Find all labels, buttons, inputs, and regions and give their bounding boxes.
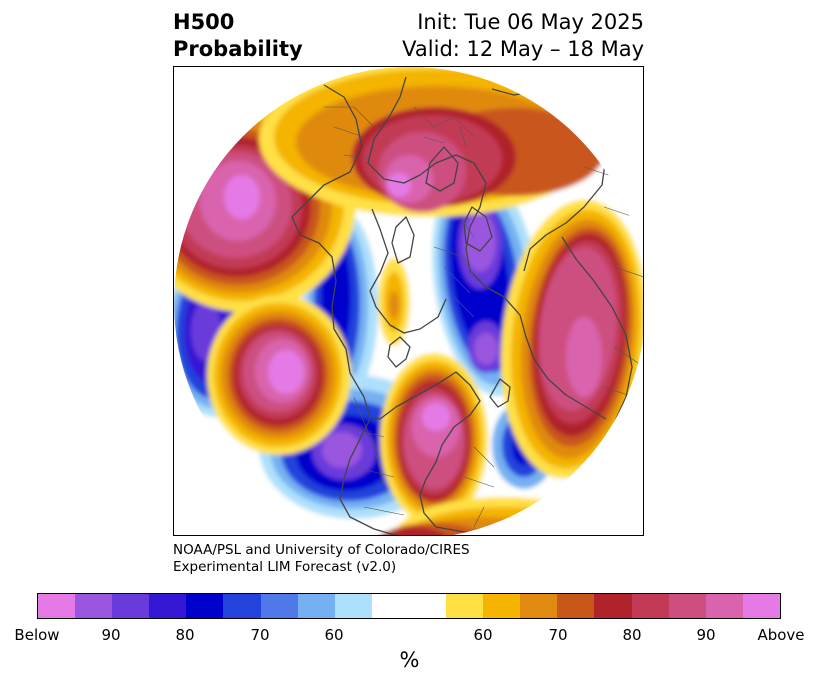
tick-label: 60 — [473, 626, 493, 644]
tick-label: 90 — [101, 626, 121, 644]
map-title: H500 Probability — [173, 9, 303, 63]
valid-period: Valid: 12 May – 18 May — [402, 37, 644, 61]
colorbar-ticks: Below 90 80 70 60 60 70 80 90 Above — [0, 626, 819, 646]
credit-text: NOAA/PSL and University of Colorado/CIRE… — [173, 542, 470, 576]
map-panel — [173, 66, 644, 536]
colorbar-segment — [38, 594, 76, 618]
credit-line-2: Experimental LIM Forecast (v2.0) — [173, 559, 397, 575]
colorbar-segment — [668, 594, 706, 618]
forecast-dates: Init: Tue 06 May 2025 Valid: 12 May – 18… — [402, 9, 644, 63]
colorbar-segment — [705, 594, 743, 618]
above-anomaly-asia — [500, 199, 643, 479]
colorbar-segment — [334, 594, 372, 618]
tick-label: Below — [14, 626, 60, 644]
colorbar-segment — [446, 594, 484, 618]
above-anomaly-eastern-us — [380, 353, 488, 525]
tick-label: 80 — [622, 626, 642, 644]
colorbar-segment — [260, 594, 298, 618]
probability-map — [174, 67, 643, 535]
variable-label: H500 — [173, 10, 235, 34]
init-date: Init: Tue 06 May 2025 — [417, 10, 644, 34]
colorbar-segment — [520, 594, 558, 618]
credit-line-1: NOAA/PSL and University of Colorado/CIRE… — [173, 542, 470, 558]
colorbar-segment — [371, 594, 447, 618]
tick-label: Above — [757, 626, 805, 644]
colorbar-segment — [483, 594, 521, 618]
above-anomaly-beaufort — [378, 258, 410, 346]
tick-label: 60 — [324, 626, 344, 644]
tick-label: 70 — [250, 626, 270, 644]
colorbar-segment — [223, 594, 261, 618]
colorbar-segment — [594, 594, 632, 618]
tick-label: 70 — [548, 626, 568, 644]
tick-label: 90 — [696, 626, 716, 644]
colorbar — [37, 593, 781, 619]
colorbar-segment — [112, 594, 150, 618]
above-anomaly-siberia — [259, 67, 604, 217]
above-anomaly-east-pacific — [207, 295, 351, 455]
colorbar-segment — [149, 594, 187, 618]
colorbar-units: % — [399, 648, 420, 672]
colorbar-segment — [297, 594, 335, 618]
product-label: Probability — [173, 37, 303, 61]
colorbar-segment — [631, 594, 669, 618]
colorbar-segment — [557, 594, 595, 618]
colorbar-segment — [75, 594, 113, 618]
colorbar-segment — [742, 594, 780, 618]
below-anomaly-europe — [432, 167, 540, 397]
colorbar-segment — [186, 594, 224, 618]
tick-label: 80 — [175, 626, 195, 644]
